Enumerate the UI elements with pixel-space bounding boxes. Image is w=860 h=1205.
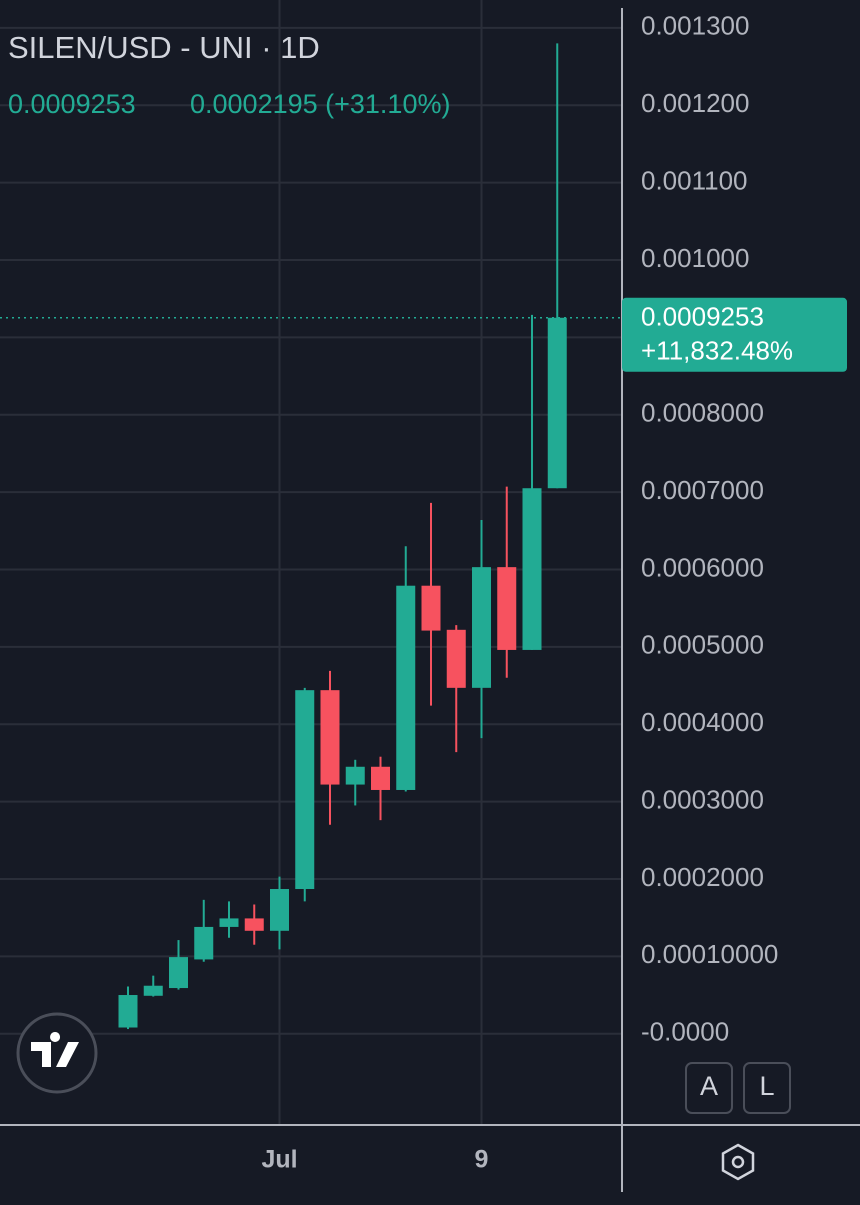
candle-body xyxy=(118,995,138,1028)
y-tick-label: 0.0002000 xyxy=(641,862,764,892)
button-frame xyxy=(685,1062,733,1114)
labels: 0.001300 0.001200 0.001100 0.001000 0.000800… xyxy=(261,11,847,1174)
candle-body xyxy=(295,690,315,890)
y-tick-label: 0.001100 xyxy=(641,165,748,195)
y-tick-label: 0.0005000 xyxy=(641,630,764,660)
y-tick-label: -0.0000 xyxy=(641,1017,729,1047)
chart-title: SILEN/USD - UNI · 1D xyxy=(8,30,320,65)
candle-body xyxy=(497,567,517,650)
y-tick-label: 0.0004000 xyxy=(641,707,764,737)
candle-body xyxy=(396,585,416,790)
candle-body xyxy=(194,926,214,960)
price-tag-value: 0.0009253 xyxy=(641,302,764,332)
x-tick-label: 9 xyxy=(475,1146,489,1174)
tradingview-logo[interactable] xyxy=(16,1012,98,1094)
candle-body xyxy=(219,918,239,927)
settings-dot xyxy=(731,1155,745,1169)
button-log[interactable]: L xyxy=(743,1062,791,1114)
price-tag xyxy=(622,297,847,372)
settings-hexagon xyxy=(721,1143,755,1181)
y-tick-label: 0.001300 xyxy=(641,11,749,41)
logo-glyph xyxy=(31,1032,79,1067)
candle-body xyxy=(345,766,365,785)
candle-body xyxy=(472,567,491,688)
y-tick-label: 0.0008000 xyxy=(641,398,764,428)
price-tag-change: +11,832.48% xyxy=(641,336,793,366)
candle-body xyxy=(169,957,188,989)
x-tick-label: Jul xyxy=(261,1146,297,1174)
candle-body xyxy=(143,985,163,996)
button-label: L xyxy=(759,1071,774,1101)
y-tick-label: 0.001200 xyxy=(641,88,749,118)
settings-button[interactable] xyxy=(721,1143,755,1181)
y-tick-label: 0.0003000 xyxy=(641,784,764,814)
candle-body xyxy=(244,918,264,931)
button-frame xyxy=(743,1062,791,1114)
y-tick-label: 0.00010000 xyxy=(641,939,778,969)
header-price: 0.0009253 xyxy=(8,89,136,119)
candle-body xyxy=(547,317,567,489)
y-tick-label: 0.0007000 xyxy=(641,475,764,505)
candle-body xyxy=(522,488,542,650)
candle-body xyxy=(446,629,466,688)
candles xyxy=(0,43,622,1030)
header-change: 0.0002195 (+31.10%) xyxy=(190,89,450,119)
logo-circle xyxy=(16,1012,98,1094)
button-auto[interactable]: A xyxy=(685,1062,733,1114)
y-tick-label: 0.0006000 xyxy=(641,552,764,582)
candle-body xyxy=(371,766,390,790)
y-tick-label: 0.001000 xyxy=(641,243,749,273)
button-label: A xyxy=(700,1071,718,1101)
candle-body xyxy=(270,889,289,931)
candle-body xyxy=(320,690,340,785)
candle-body xyxy=(421,585,441,631)
